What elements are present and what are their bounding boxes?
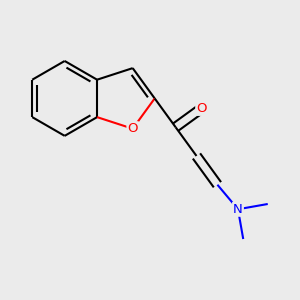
Text: O: O: [196, 102, 207, 115]
Text: N: N: [233, 203, 243, 216]
Text: O: O: [128, 122, 138, 135]
